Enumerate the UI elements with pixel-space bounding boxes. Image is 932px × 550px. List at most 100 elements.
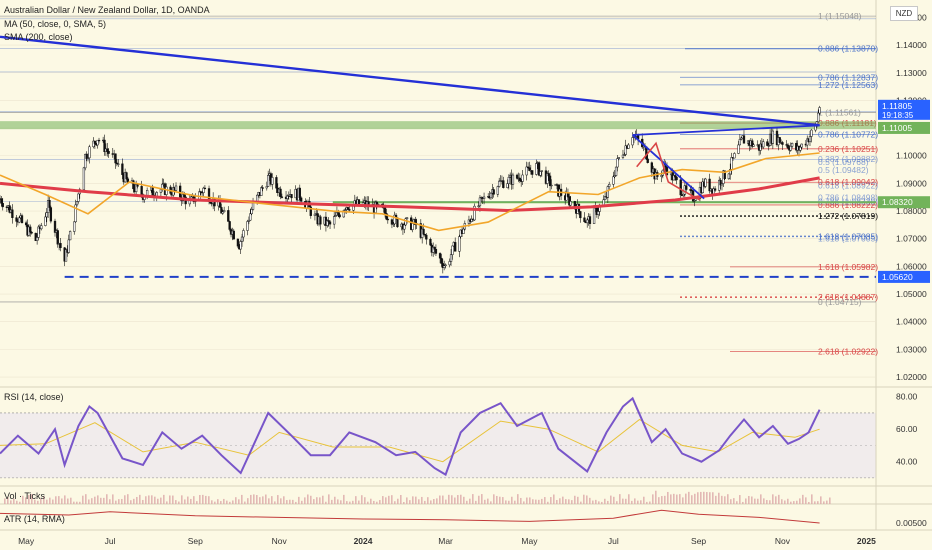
candle <box>617 157 620 159</box>
candle <box>606 186 609 198</box>
volume-bar <box>823 501 825 504</box>
volume-bar <box>742 501 744 504</box>
volume-bar <box>523 501 525 504</box>
candle <box>708 178 711 192</box>
candle <box>650 162 653 173</box>
volume-bar <box>598 501 600 504</box>
volume-bar <box>829 497 831 504</box>
candle <box>151 186 154 196</box>
volume-bar <box>589 497 591 504</box>
volume-bar <box>745 498 747 504</box>
candle <box>338 214 341 218</box>
volume-bar <box>49 497 51 504</box>
volume-bar <box>136 496 138 504</box>
volume-bar <box>559 498 561 504</box>
volume-bar <box>76 501 78 504</box>
time-tick-label: Jul <box>608 536 619 546</box>
price-badge-label: 1.05620 <box>882 272 913 282</box>
candle <box>106 148 109 152</box>
fib-label: 1 (1.11561) <box>818 108 861 118</box>
candle <box>422 228 425 235</box>
currency-button[interactable]: NZD <box>890 6 918 21</box>
volume-bar <box>97 495 99 504</box>
atr-line <box>0 509 820 524</box>
volume-bar <box>352 500 354 504</box>
volume-bar <box>283 496 285 504</box>
volume-bar <box>127 494 129 504</box>
volume-bar <box>316 497 318 504</box>
fib-label: 1.272 (1.12563) <box>818 80 878 90</box>
candle <box>588 216 592 224</box>
time-tick-label: 2025 <box>857 536 876 546</box>
candle <box>86 157 90 159</box>
volume-bar <box>760 494 762 504</box>
candle <box>701 181 704 194</box>
volume-bar <box>319 497 321 504</box>
candle <box>404 218 407 226</box>
volume-bar <box>169 495 171 504</box>
vol-legend: Vol · Ticks <box>4 491 46 501</box>
volume-bar <box>385 497 387 504</box>
candle <box>228 221 231 230</box>
candle <box>414 219 417 226</box>
sma200-line <box>0 176 820 213</box>
volume-bar <box>634 498 636 504</box>
volume-bar <box>280 498 282 504</box>
volume-bar <box>442 495 444 504</box>
fib-label: 0.886 (1.13870) <box>818 44 878 54</box>
volume-bar <box>736 501 738 504</box>
volume-bar <box>256 494 258 504</box>
volume-bar <box>580 501 582 504</box>
time-tick-label: Mar <box>438 536 453 546</box>
candle <box>799 146 802 151</box>
volume-bar <box>193 496 195 504</box>
candle <box>477 205 480 207</box>
candle <box>550 184 553 187</box>
fib-label: 1.618 (1.07085) <box>818 231 878 241</box>
candle <box>232 230 235 240</box>
candle <box>502 180 505 188</box>
volume-bar <box>64 495 66 504</box>
volume-bar <box>217 499 219 504</box>
volume-bar <box>439 495 441 504</box>
candle <box>713 188 717 191</box>
candle <box>443 265 446 268</box>
candle <box>586 219 589 224</box>
volume-bar <box>622 498 624 504</box>
trend-line <box>0 35 820 127</box>
price-tick-label: 1.14000 <box>896 40 927 50</box>
volume-bar <box>286 500 288 504</box>
volume-bar <box>529 497 531 504</box>
volume-bar <box>733 498 735 504</box>
volume-bar <box>448 494 450 504</box>
candle <box>624 145 627 155</box>
volume-bar <box>781 499 783 504</box>
volume-bar <box>796 500 798 504</box>
candle <box>246 221 249 231</box>
candle <box>88 146 91 159</box>
candle <box>674 175 677 178</box>
fib-label: 0.236 (1.10251) <box>818 144 878 154</box>
volume-bar <box>4 498 6 504</box>
candle <box>386 218 389 221</box>
volume-bar <box>241 494 243 504</box>
candle <box>107 150 110 154</box>
volume-bar <box>772 494 774 504</box>
volume-bar <box>631 500 633 504</box>
candle <box>75 201 79 206</box>
volume-bar <box>769 500 771 504</box>
volume-bar <box>322 495 324 504</box>
candle <box>115 162 119 165</box>
candle <box>96 139 99 146</box>
volume-bar <box>700 491 702 504</box>
volume-bar <box>544 497 546 504</box>
candle <box>67 239 70 253</box>
candle <box>348 209 351 211</box>
volume-bar <box>592 500 594 504</box>
volume-bar <box>172 495 174 504</box>
volume-bar <box>220 501 222 504</box>
volume-bar <box>748 495 750 504</box>
volume-bar <box>505 500 507 504</box>
volume-bar <box>28 495 30 504</box>
